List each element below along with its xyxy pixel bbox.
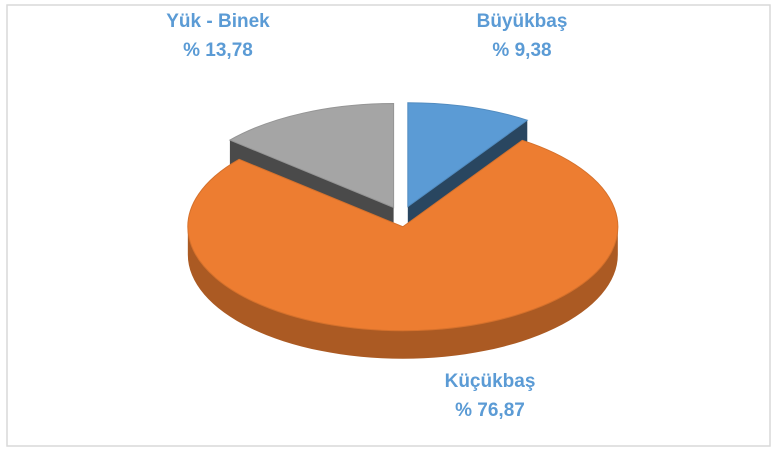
- slice-value-label: % 9,38: [492, 40, 551, 61]
- slice-top: [228, 102, 395, 209]
- slice-top: [407, 102, 529, 208]
- slice-side: [187, 226, 618, 359]
- slice-value-label: % 13,78: [183, 40, 253, 61]
- slice-label: Yük - Binek: [166, 11, 270, 32]
- slice-top: [187, 139, 619, 332]
- slice-label: Büyükbaş: [477, 11, 568, 32]
- pie-slice: [187, 139, 619, 359]
- slice-value-label: % 76,87: [455, 400, 525, 421]
- slice-label: Küçükbaş: [445, 371, 536, 392]
